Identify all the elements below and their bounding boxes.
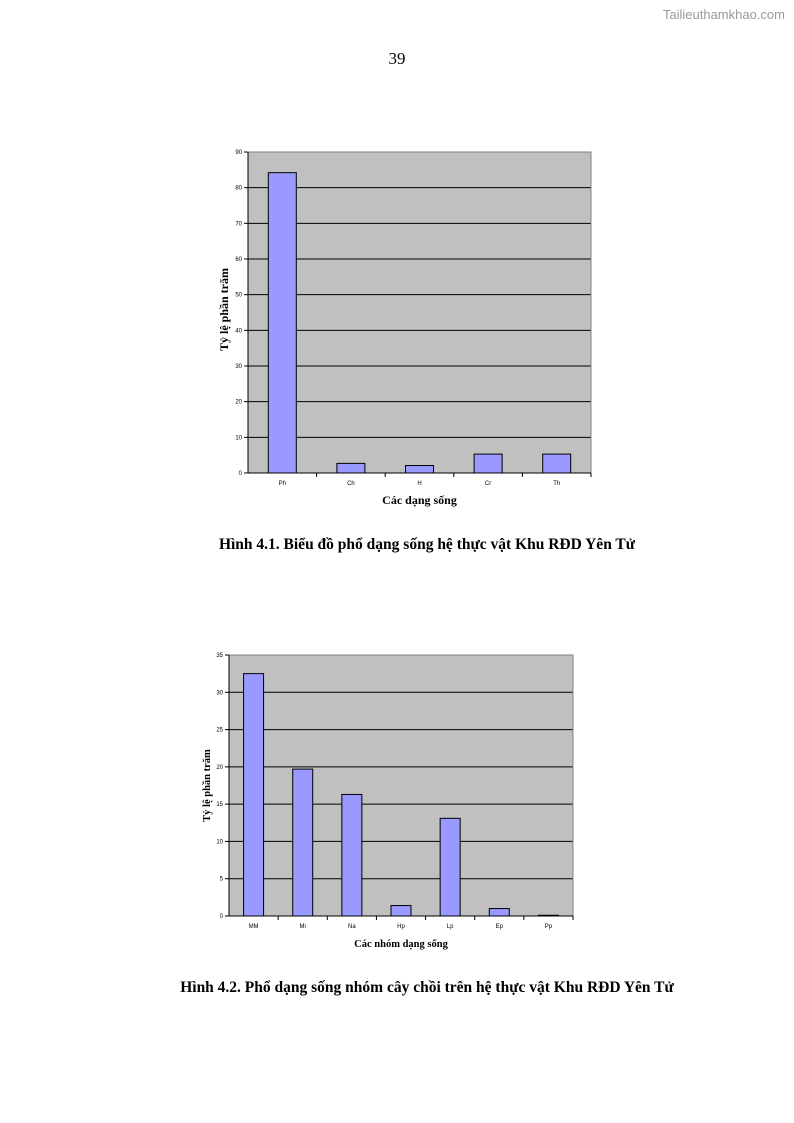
bar-cr (473, 453, 503, 474)
bar-ep (488, 908, 510, 917)
bar-ph (267, 172, 297, 474)
x-tick-label: Na (348, 924, 356, 930)
x-tick-label: Mi (300, 924, 306, 930)
y-tick-label: 30 (216, 690, 223, 696)
y-tick-label: 5 (220, 877, 224, 883)
x-tick-label: Cr (485, 481, 491, 487)
bar-pp (537, 914, 559, 917)
y-tick-label: 50 (235, 293, 242, 299)
y-axis-title: Tỷ lệ phần trăm (202, 749, 213, 822)
y-tick-label: 30 (235, 364, 242, 370)
plot-area (229, 655, 573, 916)
y-tick-label: 10 (216, 839, 223, 845)
y-tick-label: 80 (235, 186, 242, 192)
page-number: 39 (388, 49, 406, 68)
bar-mm (243, 673, 265, 917)
y-tick-label: 20 (216, 765, 223, 771)
y-tick-label: 15 (216, 802, 223, 808)
x-tick-label: MM (249, 924, 259, 930)
x-tick-label: Hp (397, 924, 405, 930)
x-tick-label: Ph (279, 481, 286, 487)
y-tick-label: 25 (216, 728, 223, 734)
y-tick-label: 0 (239, 471, 243, 477)
life-form-spectrum-chart: 0 10 20 30 40 50 60 70 80 90 Ph Ch H Cr Th Các dạng sốn… (217, 150, 592, 507)
x-tick-label: Th (553, 481, 560, 487)
y-tick-label: 0 (220, 914, 224, 920)
y-tick-label: 10 (235, 435, 242, 441)
figure-caption-2: Hình 4.2. Phổ dạng sống nhóm cây chồi tr… (180, 979, 674, 996)
x-tick-label: Lp (447, 924, 454, 930)
y-tick-label: 90 (235, 150, 242, 156)
bar-hp (390, 905, 412, 917)
bar-h (405, 465, 434, 474)
figure-caption-1: Hình 4.1. Biểu đồ phổ dạng sống hệ thực … (218, 536, 636, 553)
phanerophyte-groups-chart: 0 5 10 15 20 25 30 35 MM Mi Na Hp Lp Ep Pp Các nhóm dạn… (202, 653, 574, 950)
watermark: Tailieuthamkhao.com (662, 7, 785, 22)
x-tick-label: Ch (347, 481, 355, 487)
y-tick-label: 60 (235, 257, 242, 263)
x-tick-label: H (417, 481, 421, 487)
bar-ch (336, 462, 366, 474)
x-axis-title: Các nhóm dạng sống (354, 939, 448, 950)
bar-th (542, 453, 572, 474)
y-tick-label: 20 (235, 400, 242, 406)
x-tick-label: Pp (545, 924, 553, 930)
x-tick-label: Ep (496, 924, 504, 930)
y-axis-title: Tỷ lệ phần trăm (217, 268, 231, 351)
y-tick-label: 40 (235, 328, 242, 334)
bar-na (341, 793, 363, 917)
plot-area (248, 152, 591, 473)
x-axis-title: Các dạng sống (382, 493, 457, 507)
y-tick-label: 35 (216, 653, 223, 659)
bar-lp (439, 817, 461, 917)
y-tick-label: 70 (235, 221, 242, 227)
bar-mi (292, 768, 314, 917)
